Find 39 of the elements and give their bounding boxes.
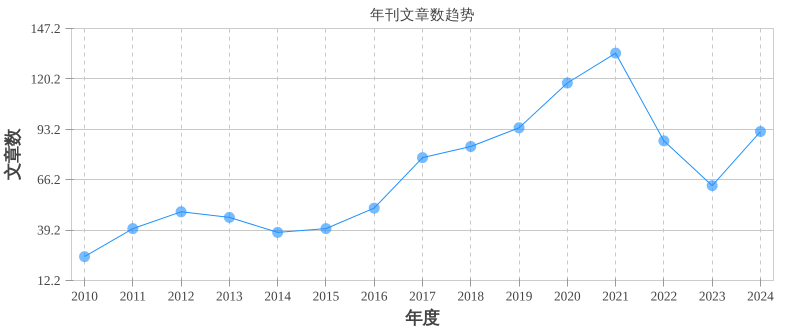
point [562,78,573,88]
y-tick-label: 120.2 [30,71,61,86]
point [176,206,187,218]
x-tick-label: 2017 [409,288,436,304]
point [79,251,90,262]
point [610,48,622,59]
x-tick-label: 2016 [360,288,388,304]
x-tick-label: 2020 [554,288,582,304]
point [320,223,332,234]
point [127,223,138,234]
point [754,126,766,138]
x-tick-label: 2022 [650,288,678,304]
x-tick-label: 2023 [698,288,726,304]
point [368,202,380,214]
x-tick-label: 2012 [168,288,194,304]
point [658,135,670,146]
x-tick-label: 2024 [747,288,774,304]
x-tick-label: 2015 [312,288,340,304]
point [514,122,525,134]
y-tick-label: 147.2 [30,21,61,36]
x-tick-label: 2019 [506,288,533,304]
point [465,140,476,152]
x-tick-label: 2021 [602,288,629,304]
point [706,180,718,192]
x-tick-label: 2010 [71,288,98,304]
y-tick-label: 39.2 [37,222,61,238]
point [417,152,428,164]
x-tick-label: 2011 [120,288,146,304]
x-tick-label: 2014 [264,288,292,304]
y-tick-label: 66.2 [37,172,61,188]
point [272,226,284,238]
y-tick-label: 12.2 [37,273,61,288]
x-tick-label: 2018 [457,288,484,304]
x-axis-title: 年度 [404,308,440,328]
chart-title: 年刊文章数趋势 [370,6,475,24]
point [224,212,235,223]
y-axis-title: 文章数 [4,128,23,181]
x-tick-label: 2013 [216,288,244,304]
y-tick-label: 93.2 [37,122,61,137]
